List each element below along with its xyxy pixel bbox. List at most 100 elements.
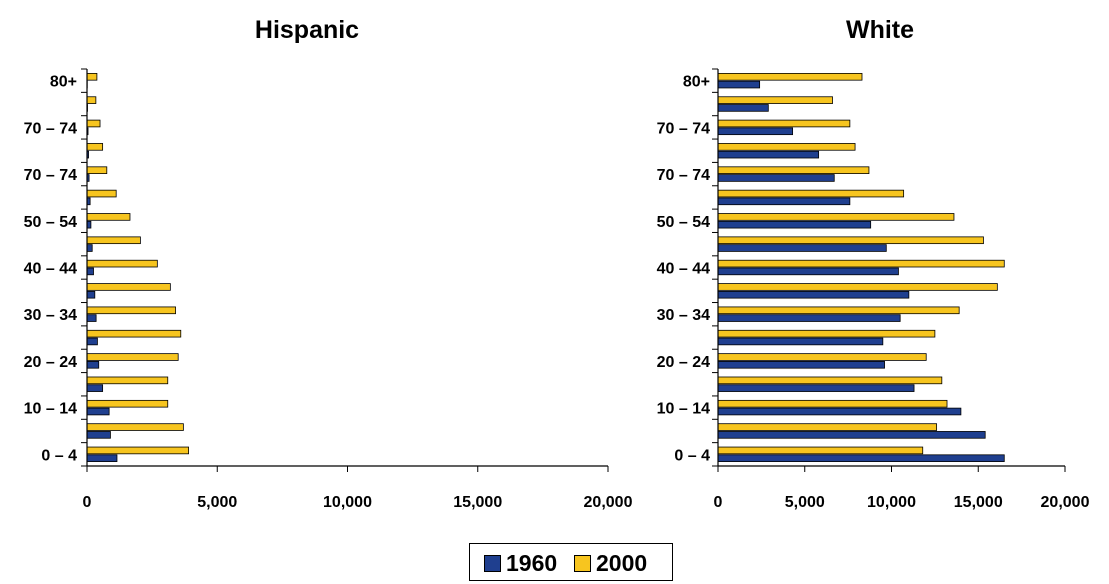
hispanic-x-tick-label-3: 15,000 <box>453 494 502 511</box>
hispanic-bar-1960-1 <box>86 431 111 439</box>
hispanic-x-tick-label-4: 20,000 <box>584 494 633 511</box>
white-y-tick-label-0: 0 – 4 <box>674 447 710 464</box>
hispanic-bar-2000-5 <box>86 329 182 338</box>
white-bar-2000-13 <box>717 143 856 151</box>
white-bar-2000-0 <box>717 446 924 455</box>
white-bar-1960-11 <box>717 197 851 206</box>
legend-label-1960: 1960 <box>506 550 558 576</box>
white-y-tick-label-7: 70 – 74 <box>657 120 710 137</box>
hispanic-y-tick-label-2: 20 – 24 <box>24 354 77 371</box>
hispanic-bar-2000-12 <box>86 166 108 174</box>
white-x-tick-label-4: 20,000 <box>1041 494 1090 511</box>
white-x-tick-label-1: 5,000 <box>785 494 825 511</box>
hispanic-chart-title: Hispanic <box>255 16 359 44</box>
white-bar-1960-0 <box>717 454 1005 462</box>
hispanic-y-tick-label-0: 0 – 4 <box>41 447 77 464</box>
white-bar-2000-3 <box>717 376 943 385</box>
hispanic-y-tick-label-5: 50 – 54 <box>24 214 77 231</box>
white-bar-2000-6 <box>717 306 960 315</box>
hispanic-bar-1960-4 <box>86 361 100 369</box>
white-bar-1960-2 <box>717 407 962 416</box>
legend-swatch-2000 <box>574 554 591 572</box>
white-y-tick-label-1: 10 – 14 <box>657 401 710 418</box>
white-bar-1960-5 <box>717 337 884 346</box>
hispanic-bar-2000-14 <box>86 119 101 128</box>
white-bar-2000-15 <box>717 96 833 104</box>
hispanic-y-tick-label-1: 10 – 14 <box>24 401 77 418</box>
white-bar-2000-4 <box>717 353 927 361</box>
hispanic-bar-2000-0 <box>86 446 189 455</box>
hispanic-bar-2000-11 <box>86 189 117 198</box>
white-bar-1960-6 <box>717 314 901 322</box>
hispanic-chart: Hispanic 0 – 4 10 – 14 20 – 24 30 – 34 40 – … <box>24 16 633 511</box>
hispanic-bar-1960-5 <box>86 337 98 346</box>
white-bar-1960-9 <box>717 244 887 252</box>
white-bar-2000-16 <box>717 73 863 81</box>
legend: 1960 2000 <box>469 543 673 581</box>
white-x-tick-label-0: 0 <box>714 494 723 511</box>
hispanic-y-tick-label-3: 30 – 34 <box>24 307 77 324</box>
white-bar-2000-9 <box>717 236 984 245</box>
hispanic-bar-1960-9 <box>86 244 93 252</box>
white-bar-1960-8 <box>717 267 899 276</box>
white-bar-1960-4 <box>717 361 885 369</box>
white-bar-2000-12 <box>717 166 870 174</box>
white-y-tick-label-3: 30 – 34 <box>657 307 710 324</box>
white-bar-1960-15 <box>717 104 769 112</box>
hispanic-x-tick-label-2: 10,000 <box>323 494 372 511</box>
white-bar-1960-14 <box>717 127 794 136</box>
white-chart: White 0 – 4 10 – 14 20 – 24 30 – 34 40 – 44 5… <box>657 16 1090 511</box>
hispanic-y-tick-label-6: 70 – 74 <box>24 167 77 184</box>
white-bar-1960-12 <box>717 174 835 182</box>
legend-item-1960: 1960 <box>484 551 557 575</box>
white-y-tick-label-2: 20 – 24 <box>657 354 710 371</box>
white-bar-2000-7 <box>717 283 998 291</box>
hispanic-bar-2000-15 <box>86 96 97 104</box>
hispanic-bar-2000-6 <box>86 306 176 315</box>
white-x-tick-label-2: 10,000 <box>867 494 916 511</box>
hispanic-bar-1960-6 <box>86 314 97 322</box>
white-bar-1960-16 <box>717 80 761 89</box>
white-bar-2000-11 <box>717 189 905 198</box>
white-bar-2000-10 <box>717 213 955 221</box>
white-bar-2000-1 <box>717 423 938 431</box>
white-y-tick-label-6: 70 – 74 <box>657 167 710 184</box>
hispanic-bar-2000-3 <box>86 376 169 385</box>
white-x-tick-label-3: 15,000 <box>954 494 1003 511</box>
hispanic-y-tick-label-4: 40 – 44 <box>24 261 77 278</box>
white-y-tick-label-8: 80+ <box>683 74 710 91</box>
white-y-tick-label-5: 50 – 54 <box>657 214 710 231</box>
hispanic-bar-2000-10 <box>86 213 131 221</box>
hispanic-bar-2000-16 <box>86 73 98 81</box>
white-bar-1960-1 <box>717 431 986 439</box>
hispanic-bar-2000-4 <box>86 353 179 361</box>
white-bar-1960-3 <box>717 384 915 392</box>
hispanic-bar-2000-9 <box>86 236 141 245</box>
hispanic-x-tick-label-0: 0 <box>83 494 92 511</box>
hispanic-y-tick-label-8: 80+ <box>50 74 77 91</box>
white-bar-2000-2 <box>717 399 948 408</box>
hispanic-bar-2000-7 <box>86 283 171 291</box>
legend-label-2000: 2000 <box>596 550 648 576</box>
white-bar-2000-5 <box>717 329 936 338</box>
legend-swatch-1960 <box>484 554 501 572</box>
white-chart-title: White <box>846 16 914 44</box>
white-bar-2000-14 <box>717 119 851 128</box>
hispanic-x-tick-label-1: 5,000 <box>197 494 237 511</box>
hispanic-bar-2000-8 <box>86 259 158 268</box>
hispanic-bar-1960-2 <box>86 407 110 416</box>
hispanic-bar-1960-3 <box>86 384 104 392</box>
legend-item-2000: 2000 <box>574 551 647 575</box>
hispanic-bar-1960-8 <box>86 267 94 276</box>
white-bar-1960-13 <box>717 150 820 159</box>
hispanic-bar-2000-1 <box>86 423 184 431</box>
hispanic-bar-2000-2 <box>86 399 169 408</box>
white-bar-2000-8 <box>717 259 1005 268</box>
hispanic-bar-2000-13 <box>86 143 104 151</box>
white-y-tick-label-4: 40 – 44 <box>657 261 710 278</box>
hispanic-y-tick-label-7: 70 – 74 <box>24 120 77 137</box>
hispanic-bar-1960-7 <box>86 290 96 299</box>
white-bar-1960-10 <box>717 220 872 229</box>
hispanic-bar-1960-0 <box>86 454 118 462</box>
